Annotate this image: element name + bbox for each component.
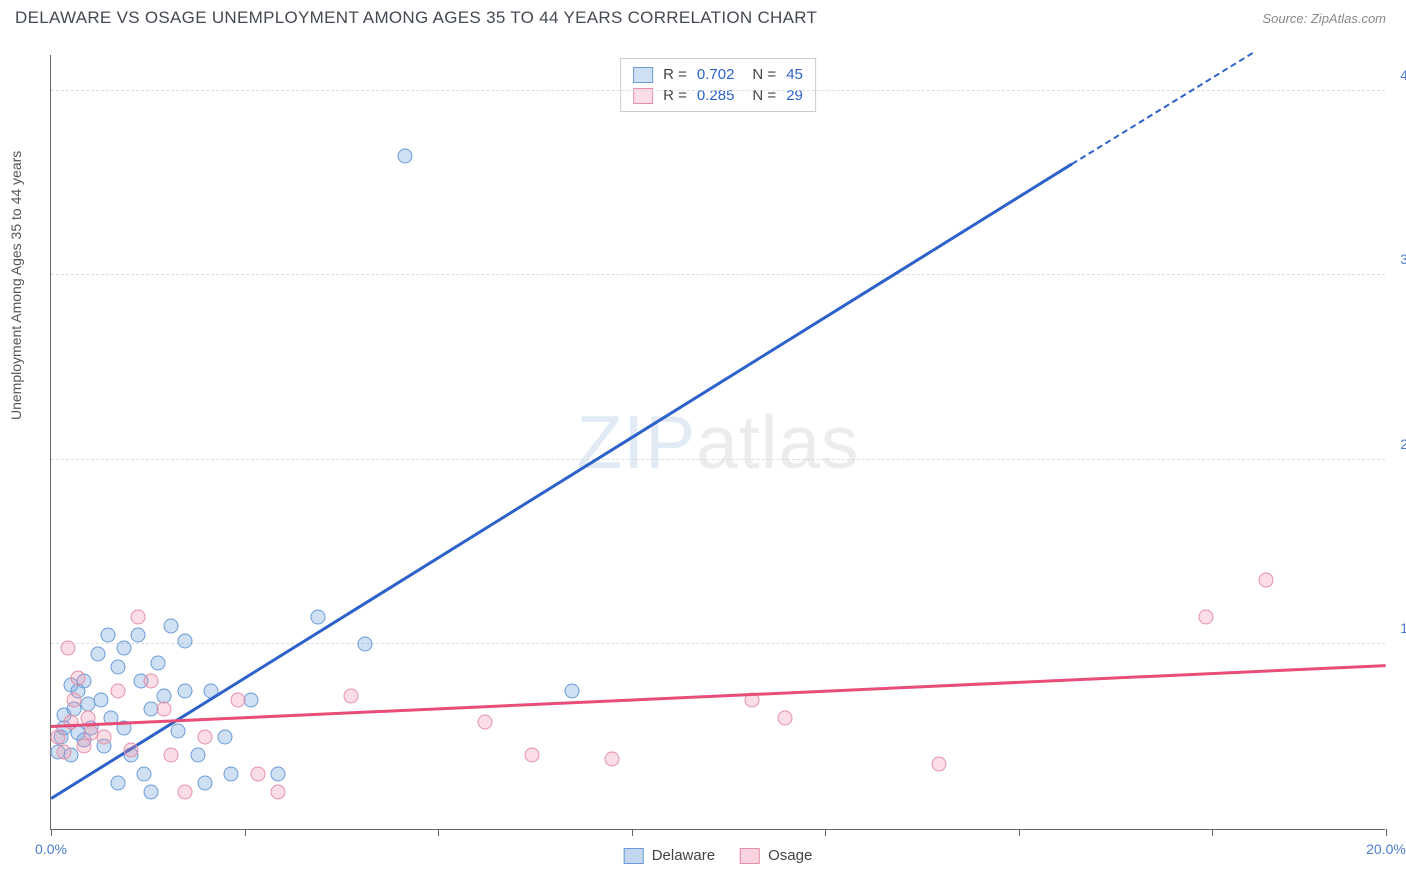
data-point: [64, 714, 79, 729]
data-point: [344, 689, 359, 704]
gridline: [51, 459, 1385, 460]
gridline: [51, 643, 1385, 644]
y-tick-label: 40.0%: [1400, 67, 1406, 83]
data-point: [137, 766, 152, 781]
data-point: [110, 683, 125, 698]
stats-row: R = 0.702 N = 45: [633, 64, 803, 85]
data-point: [190, 748, 205, 763]
data-point: [170, 724, 185, 739]
data-point: [177, 633, 192, 648]
data-point: [97, 729, 112, 744]
x-tick: [245, 829, 246, 836]
chart-header: DELAWARE VS OSAGE UNEMPLOYMENT AMONG AGE…: [0, 0, 1406, 36]
data-point: [164, 619, 179, 634]
data-point: [130, 609, 145, 624]
x-tick: [438, 829, 439, 836]
data-point: [177, 785, 192, 800]
data-point: [564, 683, 579, 698]
data-point: [164, 748, 179, 763]
n-label: N =: [752, 66, 776, 83]
data-point: [110, 659, 125, 674]
watermark: ZIPatlas: [576, 399, 859, 485]
y-tick-label: 20.0%: [1400, 436, 1406, 452]
data-point: [244, 692, 259, 707]
y-axis-label: Unemployment Among Ages 35 to 44 years: [8, 151, 24, 420]
data-point: [397, 148, 412, 163]
legend-item: Delaware: [624, 847, 715, 864]
data-point: [70, 670, 85, 685]
data-point: [224, 766, 239, 781]
x-tick-label: 0.0%: [35, 841, 67, 857]
source-label: Source: ZipAtlas.com: [1262, 11, 1386, 26]
y-tick-label: 30.0%: [1400, 251, 1406, 267]
scatter-plot: ZIPatlas R =0.702N =45R =0.285N =29 Dela…: [50, 55, 1385, 830]
legend-label: Osage: [768, 847, 812, 864]
data-point: [50, 729, 65, 744]
data-point: [150, 655, 165, 670]
data-point: [270, 785, 285, 800]
data-point: [77, 738, 92, 753]
data-point: [197, 729, 212, 744]
legend-label: Delaware: [652, 847, 715, 864]
data-point: [117, 641, 132, 656]
r-value: 0.702: [697, 66, 735, 83]
chart-title: DELAWARE VS OSAGE UNEMPLOYMENT AMONG AGE…: [15, 8, 817, 28]
r-label: R =: [663, 66, 687, 83]
watermark-atlas: atlas: [696, 400, 859, 484]
data-point: [157, 702, 172, 717]
stats-row: R =0.285N =29: [633, 85, 803, 106]
legend-swatch: [624, 848, 644, 864]
x-tick: [825, 829, 826, 836]
watermark-zip: ZIP: [576, 400, 696, 484]
x-tick: [1019, 829, 1020, 836]
data-point: [90, 646, 105, 661]
data-point: [1198, 609, 1213, 624]
n-value: 45: [786, 66, 803, 83]
data-point: [311, 609, 326, 624]
data-point: [197, 775, 212, 790]
legend-item: Osage: [740, 847, 812, 864]
data-point: [177, 683, 192, 698]
gridline: [51, 274, 1385, 275]
data-point: [778, 711, 793, 726]
data-point: [110, 775, 125, 790]
data-point: [250, 766, 265, 781]
data-point: [931, 757, 946, 772]
data-point: [144, 785, 159, 800]
data-point: [230, 692, 245, 707]
legend-swatch: [740, 848, 760, 864]
data-point: [270, 766, 285, 781]
x-tick: [51, 829, 52, 836]
data-point: [357, 637, 372, 652]
data-point: [477, 714, 492, 729]
data-point: [94, 692, 109, 707]
data-point: [1258, 572, 1273, 587]
x-tick-label: 20.0%: [1366, 841, 1406, 857]
series-legend: Delaware Osage: [624, 847, 813, 864]
trend-line-dashed: [1072, 52, 1253, 164]
data-point: [57, 744, 72, 759]
x-tick: [1386, 829, 1387, 836]
data-point: [130, 628, 145, 643]
data-point: [67, 692, 82, 707]
data-point: [524, 748, 539, 763]
data-point: [124, 742, 139, 757]
data-point: [100, 628, 115, 643]
data-point: [60, 641, 75, 656]
data-point: [144, 674, 159, 689]
stats-legend: R = 0.702 N = 45 R =0.285N =29: [620, 58, 816, 112]
y-tick-label: 10.0%: [1400, 620, 1406, 636]
data-point: [217, 729, 232, 744]
gridline: [51, 90, 1385, 91]
data-point: [604, 751, 619, 766]
x-tick: [1212, 829, 1213, 836]
series-swatch: [633, 67, 653, 83]
x-tick: [632, 829, 633, 836]
